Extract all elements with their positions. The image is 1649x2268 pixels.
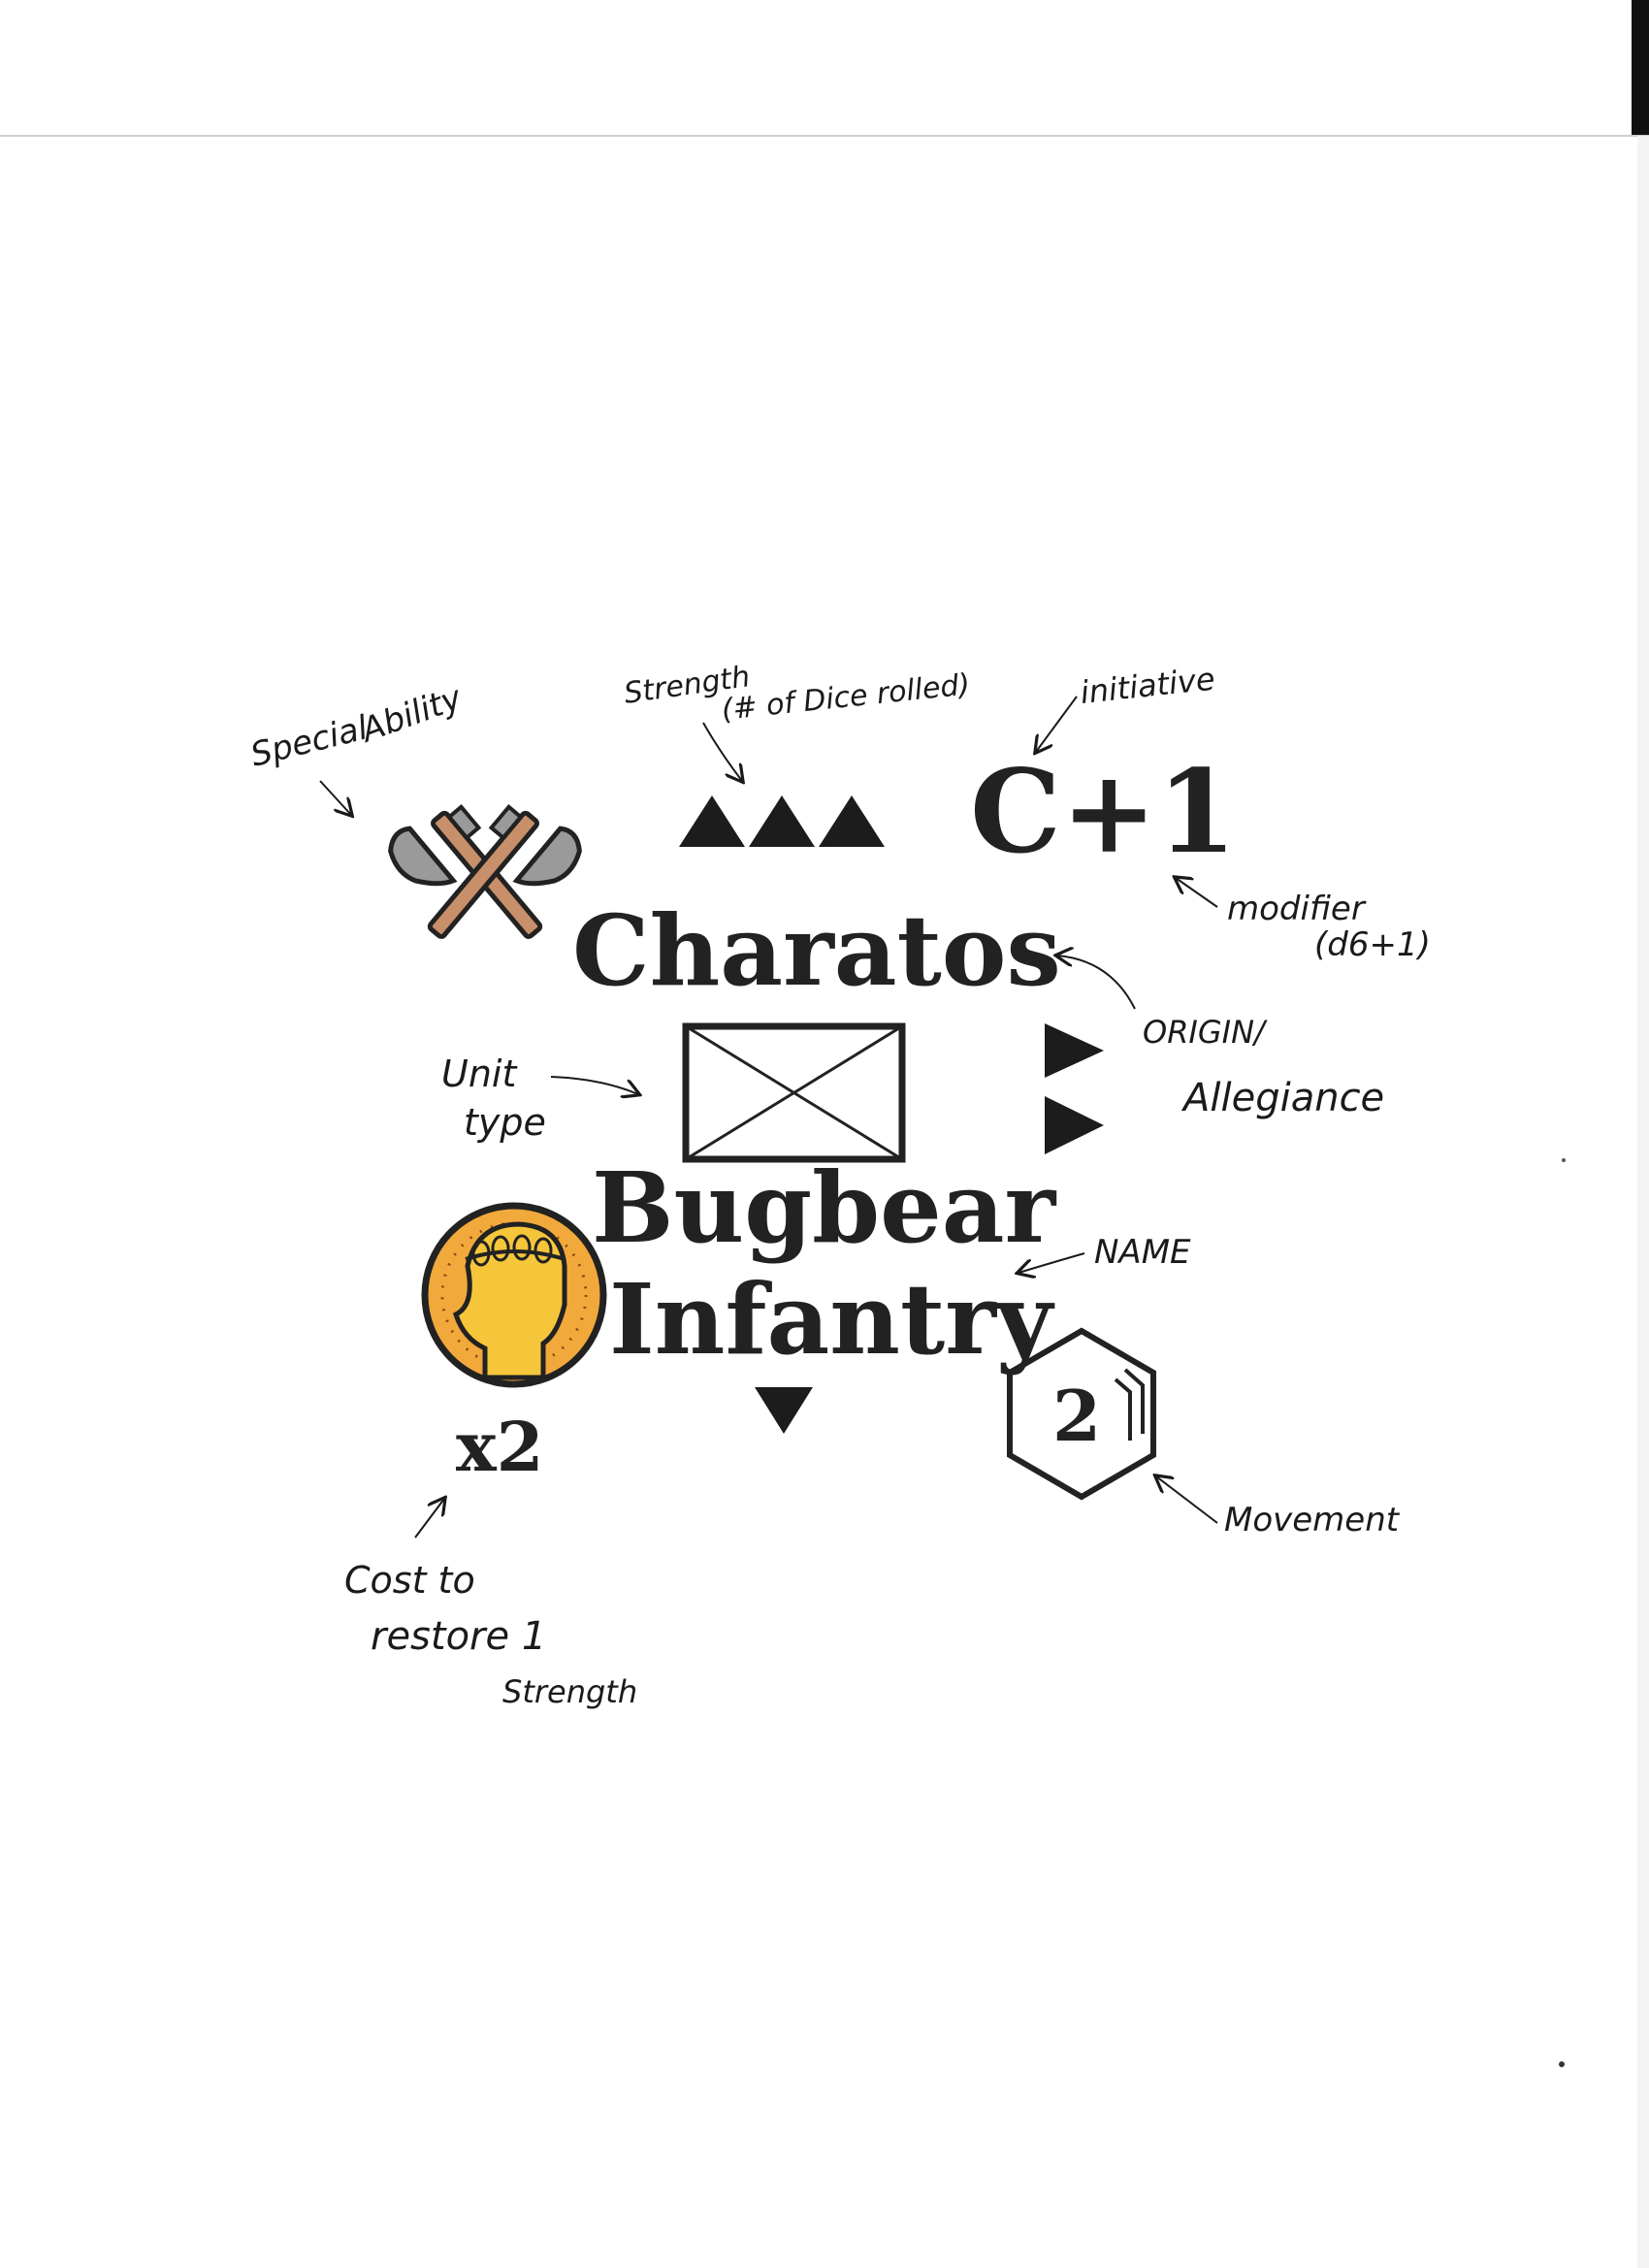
annotation-modifier-text: modifier	[1227, 890, 1367, 928]
annotation-origin-text: ORIGIN/	[1143, 1014, 1268, 1051]
annotation-cost-text: Cost to	[344, 1559, 475, 1602]
annotation-unit-text: Unit	[441, 1053, 518, 1095]
annotation-cost: Cost to restore 1 Strength	[344, 1499, 637, 1710]
annotation-special-text: Special	[247, 708, 372, 775]
annotation-modifier: modifier (d6+1)	[1176, 878, 1431, 964]
annotation-cost-strength-text: Strength	[502, 1673, 637, 1710]
annotation-origin: ORIGIN/ Allegiance	[1057, 956, 1384, 1120]
scan-top-margin	[0, 0, 1649, 136]
annotation-ability-text: Ability	[355, 678, 469, 751]
annotation-d6-text: (d6+1)	[1314, 925, 1431, 964]
strength-triangles	[679, 795, 885, 847]
annotation-initiative: initiative	[1036, 661, 1216, 752]
scan-speck	[1559, 2061, 1565, 2067]
movement-value: 2	[1052, 1375, 1101, 1457]
infantry-symbol-icon	[682, 1022, 906, 1163]
annotation-allegiance-text: Allegiance	[1180, 1076, 1384, 1120]
scan-speck	[1562, 1158, 1566, 1162]
annotation-unit-type: Unit type	[441, 1053, 638, 1144]
annotation-type-text: type	[464, 1101, 546, 1144]
annotation-name-text: NAME	[1094, 1233, 1191, 1272]
annotation-arrow	[1176, 878, 1218, 908]
allegiance-arrow-icon	[1045, 1096, 1104, 1154]
paper-right-shadow	[1637, 136, 1649, 2268]
crossed-axes-icon	[388, 804, 582, 939]
origin-name: Charatos	[572, 893, 1061, 1008]
annotation-arrow	[1156, 1476, 1218, 1524]
annotation-movement: Movement	[1156, 1476, 1401, 1539]
annotation-movement-text: Movement	[1224, 1501, 1401, 1539]
annotation-arrow	[414, 1499, 444, 1539]
strength-triangle-icon	[679, 795, 745, 847]
annotation-initiative-text: initiative	[1079, 661, 1216, 711]
coin-head-icon	[421, 1202, 607, 1388]
cost-multiplier: x2	[456, 1407, 543, 1487]
annotation-arrow	[1036, 696, 1078, 752]
strength-triangle-icon	[749, 795, 815, 847]
annotation-arrow	[319, 780, 351, 815]
allegiance-arrow-icon	[1045, 1023, 1104, 1078]
annotation-strength: Strength (# of Dice rolled)	[622, 660, 972, 781]
facing-triangle-icon	[755, 1387, 813, 1434]
annotation-arrow	[702, 722, 742, 781]
annotation-name: NAME	[1018, 1233, 1191, 1273]
annotation-restore-text: restore 1	[371, 1614, 546, 1659]
unit-name-line1: Bugbear	[592, 1150, 1056, 1265]
annotation-arrow	[1057, 956, 1136, 1010]
annotation-dice-text: (# of Dice rolled)	[720, 667, 972, 728]
annotation-arrow	[1018, 1252, 1085, 1273]
strength-triangle-icon	[819, 795, 885, 847]
unit-name-line2: Infantry	[609, 1262, 1055, 1377]
annotation-arrow	[550, 1076, 638, 1094]
hexagon-icon	[1007, 1327, 1156, 1501]
initiative-value: C+1	[970, 744, 1237, 879]
scan-edge-bar	[1632, 0, 1649, 136]
annotation-special-ability: Special Ability	[247, 678, 469, 815]
